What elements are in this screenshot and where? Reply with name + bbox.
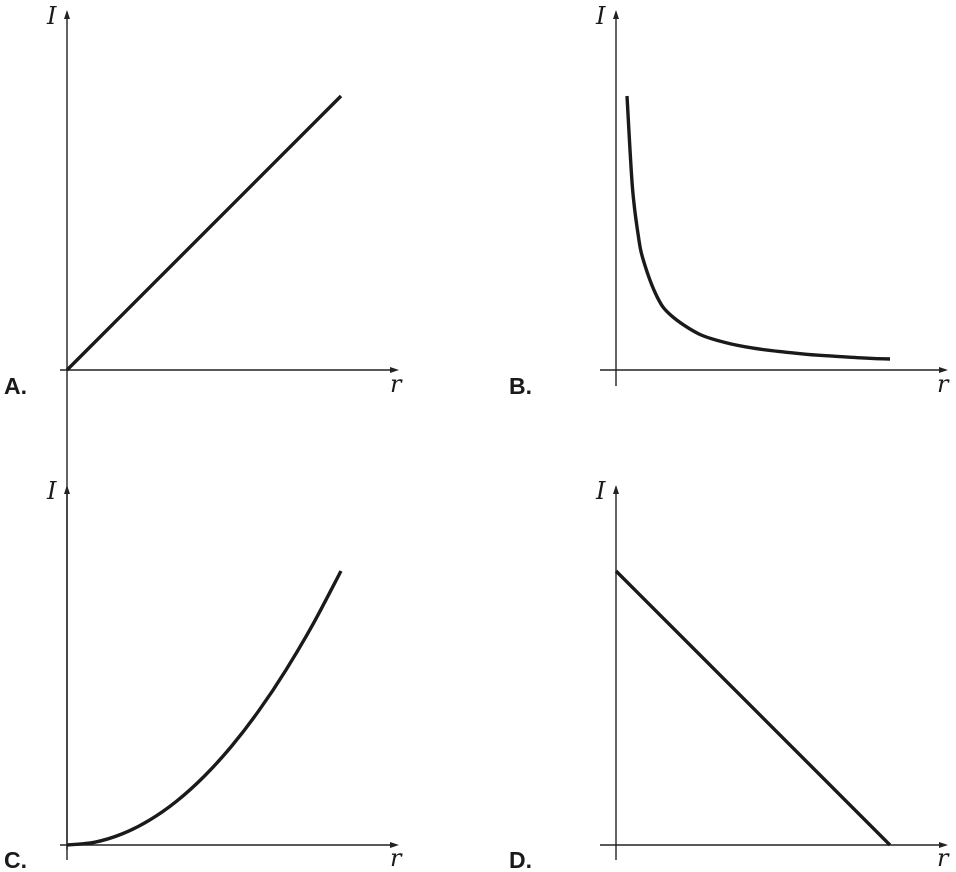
x-axis-arrow-icon [939,367,948,373]
panel-label-d: D. [509,847,532,872]
y-axis-arrow-icon [613,10,619,19]
x-axis-arrow-icon [390,842,399,848]
panel-label-a: A. [4,373,27,399]
curve-c [66,570,343,847]
panel-c: I r C. [4,477,403,872]
y-axis-title-a: I [46,2,57,30]
y-axis-arrow-icon [64,485,70,494]
panel-d: I r D. [509,477,950,872]
x-axis-title-a: r [390,370,403,398]
x-axis-title-b: r [937,370,950,398]
y-axis-title-d: I [595,477,606,505]
panel-b: I r B. [509,2,950,399]
y-axis-title-c: I [46,477,57,505]
curve-a [65,94,343,372]
x-axis-arrow-icon [939,842,948,848]
x-axis-title-c: r [390,844,403,872]
panel-a: I r A. [4,2,403,850]
panel-label-b: B. [509,373,532,399]
panel-label-c: C. [4,847,27,872]
y-axis-arrow-icon [64,10,70,19]
y-axis-arrow-icon [613,485,619,494]
curve-b [625,95,891,361]
y-axis-title-b: I [595,2,606,30]
x-axis-arrow-icon [390,367,399,373]
curve-d [614,569,892,847]
x-axis-title-d: r [937,844,950,872]
